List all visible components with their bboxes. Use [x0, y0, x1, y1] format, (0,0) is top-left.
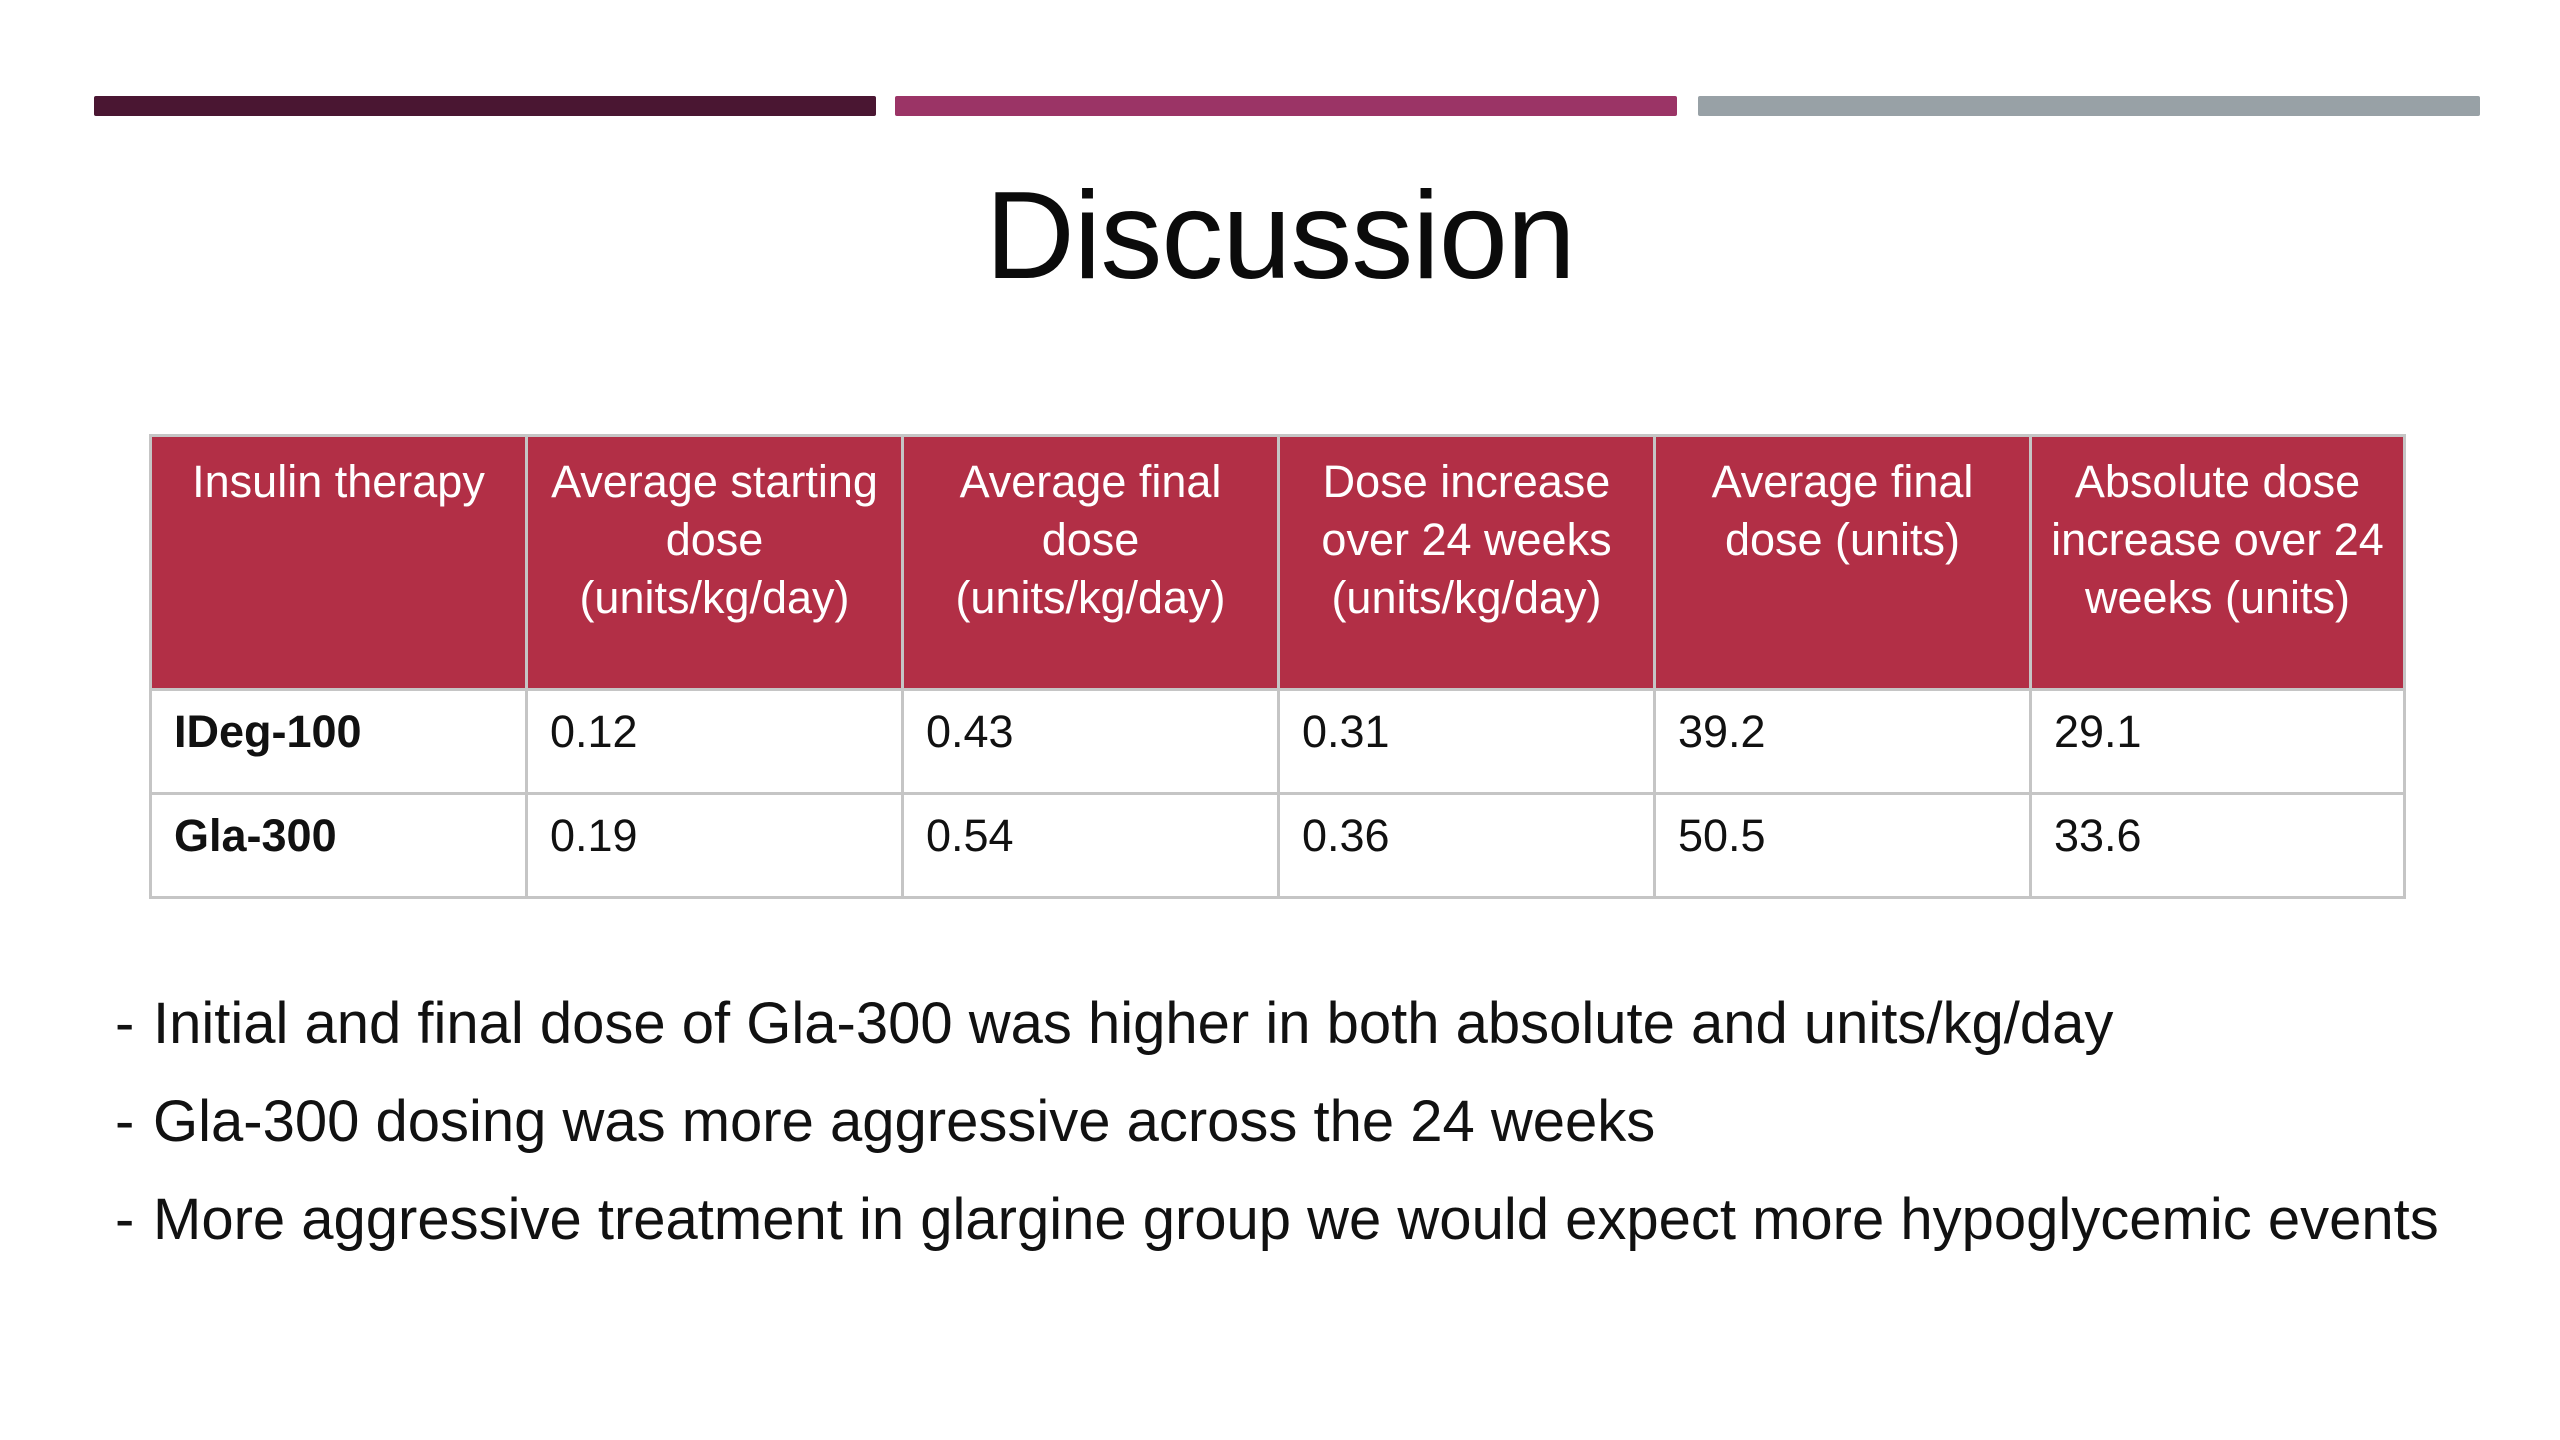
- bullet-text: Gla-300 dosing was more aggressive acros…: [153, 1089, 1656, 1154]
- header-avg-starting-dose-kg: Average starting dose (units/kg/day): [525, 434, 904, 691]
- bullet-dash: -: [115, 991, 135, 1056]
- bullet-dash: -: [115, 1187, 135, 1252]
- header-insulin-therapy: Insulin therapy: [149, 434, 528, 691]
- table-cell: 0.43: [901, 688, 1280, 795]
- header-avg-final-dose-kg: Average final dose (units/kg/day): [901, 434, 1280, 691]
- table-cell: 0.36: [1277, 792, 1656, 899]
- table-cell: 50.5: [1653, 792, 2032, 899]
- bullet-item: - Initial and final dose of Gla-300 was …: [115, 985, 2535, 1063]
- bullet-item: - More aggressive treatment in glargine …: [115, 1181, 2535, 1259]
- table-cell: 0.12: [525, 688, 904, 795]
- accent-bar-dark-plum: [94, 96, 876, 116]
- table-cell: 39.2: [1653, 688, 2032, 795]
- table-row: Gla-300 0.19 0.54 0.36 50.5 33.6: [149, 792, 2406, 899]
- accent-bar-gray: [1698, 96, 2480, 116]
- table-cell: 0.54: [901, 792, 1280, 899]
- table-row: IDeg-100 0.12 0.43 0.31 39.2 29.1: [149, 688, 2406, 795]
- insulin-dose-table: Insulin therapy Average starting dose (u…: [149, 434, 2406, 899]
- header-avg-final-dose-units: Average final dose (units): [1653, 434, 2032, 691]
- bullet-dash: -: [115, 1089, 135, 1154]
- bullet-text: More aggressive treatment in glargine gr…: [153, 1187, 2439, 1252]
- header-dose-increase-kg: Dose increase over 24 weeks (units/kg/da…: [1277, 434, 1656, 691]
- table-cell: 33.6: [2029, 792, 2406, 899]
- bullet-text: Initial and final dose of Gla-300 was hi…: [153, 991, 2114, 1056]
- row-label-gla-300: Gla-300: [149, 792, 528, 899]
- table-header-row: Insulin therapy Average starting dose (u…: [149, 434, 2406, 691]
- row-label-ideg-100: IDeg-100: [149, 688, 528, 795]
- discussion-bullet-list: - Initial and final dose of Gla-300 was …: [115, 985, 2535, 1279]
- accent-bar-magenta: [895, 96, 1677, 116]
- bullet-item: - Gla-300 dosing was more aggressive acr…: [115, 1083, 2535, 1161]
- table-cell: 0.31: [1277, 688, 1656, 795]
- header-absolute-dose-increase-units: Absolute dose increase over 24 weeks (un…: [2029, 434, 2406, 691]
- table-cell: 29.1: [2029, 688, 2406, 795]
- table-cell: 0.19: [525, 792, 904, 899]
- slide-title: Discussion: [985, 167, 1576, 305]
